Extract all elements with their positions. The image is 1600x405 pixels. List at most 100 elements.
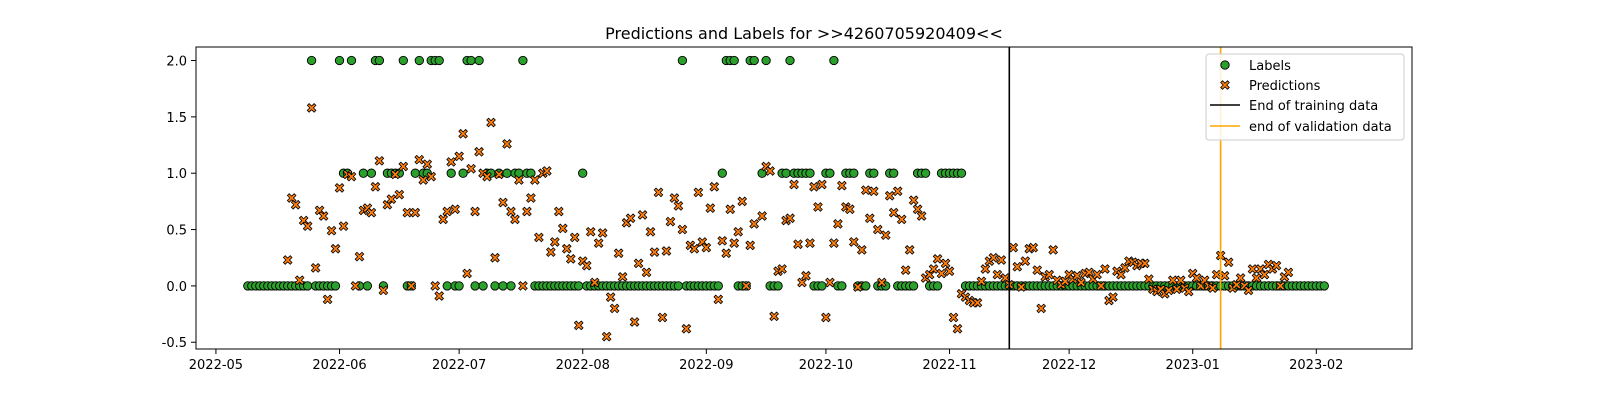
label-point (466, 55, 476, 66)
legend: Labels Predictions End of training data end… (1205, 53, 1405, 141)
prediction-point (976, 276, 987, 287)
prediction-point (422, 159, 433, 170)
prediction-point (785, 213, 795, 224)
prediction-point (729, 238, 740, 248)
x-tick-label: 2023-02 (1289, 358, 1343, 373)
prediction-point (446, 157, 457, 167)
prediction-point (649, 247, 660, 257)
prediction-point (1096, 281, 1106, 291)
label-point (330, 281, 341, 291)
prediction-point (318, 211, 329, 221)
label-point (773, 281, 783, 291)
prediction-point (992, 269, 1003, 280)
prediction-point (541, 166, 552, 176)
prediction-point (988, 252, 999, 263)
prediction-point (514, 175, 524, 185)
label-point (817, 281, 827, 291)
x-tick-label: 2022-12 (1042, 358, 1096, 373)
label-point (302, 281, 313, 291)
label-point (805, 168, 815, 178)
prediction-point (912, 204, 923, 215)
prediction-point (1072, 270, 1082, 281)
prediction-point (657, 312, 668, 323)
prediction-point (522, 206, 532, 217)
prediction-point (940, 258, 951, 269)
label-point (1319, 281, 1329, 291)
y-tick-label: 0.0 (166, 280, 187, 295)
x-tick-label: 2022-06 (312, 358, 366, 373)
prediction-point (1144, 274, 1154, 284)
prediction-point (1012, 261, 1023, 272)
prediction-point (741, 281, 752, 291)
prediction-point (601, 331, 612, 342)
prediction-point (801, 270, 811, 281)
prediction-point (434, 291, 445, 301)
prediction-point (398, 161, 409, 172)
prediction-point (290, 199, 301, 210)
prediction-point (609, 303, 620, 314)
label-point (717, 168, 727, 178)
prediction-point (765, 166, 775, 176)
legend-box (1205, 53, 1405, 141)
prediction-point (286, 193, 297, 203)
prediction-point (545, 247, 556, 257)
label-point (414, 55, 424, 66)
label-point (478, 281, 488, 291)
prediction-point (1175, 275, 1186, 286)
prediction-point (777, 264, 787, 274)
prediction-point (701, 242, 712, 253)
label-point (761, 55, 771, 66)
prediction-point (302, 221, 313, 232)
prediction-point (809, 181, 819, 192)
label-point (757, 168, 767, 178)
prediction-point (813, 202, 823, 212)
prediction-point (442, 206, 453, 217)
prediction-point (1116, 269, 1126, 280)
prediction-point (888, 207, 899, 218)
label-point (920, 168, 931, 178)
prediction-point (709, 181, 720, 192)
prediction-point (1243, 285, 1254, 296)
label-point (362, 281, 373, 291)
prediction-point (569, 232, 580, 243)
axes: 2022-05 2022-06 2022-07 2022-08 2022-09 2022-… (162, 46, 1413, 373)
prediction-point (394, 189, 405, 200)
label-point (574, 281, 584, 291)
prediction-point (737, 196, 748, 207)
prediction-point (721, 248, 732, 259)
prediction-point (310, 263, 321, 273)
prediction-point (904, 244, 915, 255)
prediction-point (454, 151, 464, 162)
label-point (677, 55, 688, 66)
prediction-point (1140, 258, 1150, 269)
prediction-point (769, 311, 779, 322)
prediction-point (1084, 267, 1094, 278)
prediction-point (294, 275, 305, 286)
prediction-point (1283, 267, 1294, 278)
prediction-point (916, 211, 927, 221)
x-tick-label: 2022-08 (556, 358, 610, 373)
label-point (781, 168, 791, 178)
prediction-point (613, 248, 624, 259)
y-tick-label: 1.0 (166, 167, 187, 182)
x-tick-label: 2022-07 (432, 358, 486, 373)
prediction-point (330, 243, 341, 254)
prediction-point (713, 294, 724, 305)
prediction-point (880, 230, 891, 241)
prediction-point (745, 240, 756, 251)
prediction-point (856, 244, 867, 255)
x-tick-label: 2023-01 (1166, 358, 1220, 373)
prediction-point (1048, 244, 1059, 255)
prediction-point (354, 251, 365, 262)
y-tick-label: -0.5 (162, 336, 187, 351)
prediction-point (474, 146, 484, 157)
x-tick-label: 2022-11 (922, 358, 976, 373)
label-point (837, 281, 847, 291)
prediction-point (864, 213, 875, 224)
label-point (374, 55, 385, 66)
prediction-point (378, 285, 389, 296)
label-point (729, 55, 739, 66)
prediction-point (506, 206, 516, 217)
label-point (442, 281, 452, 291)
